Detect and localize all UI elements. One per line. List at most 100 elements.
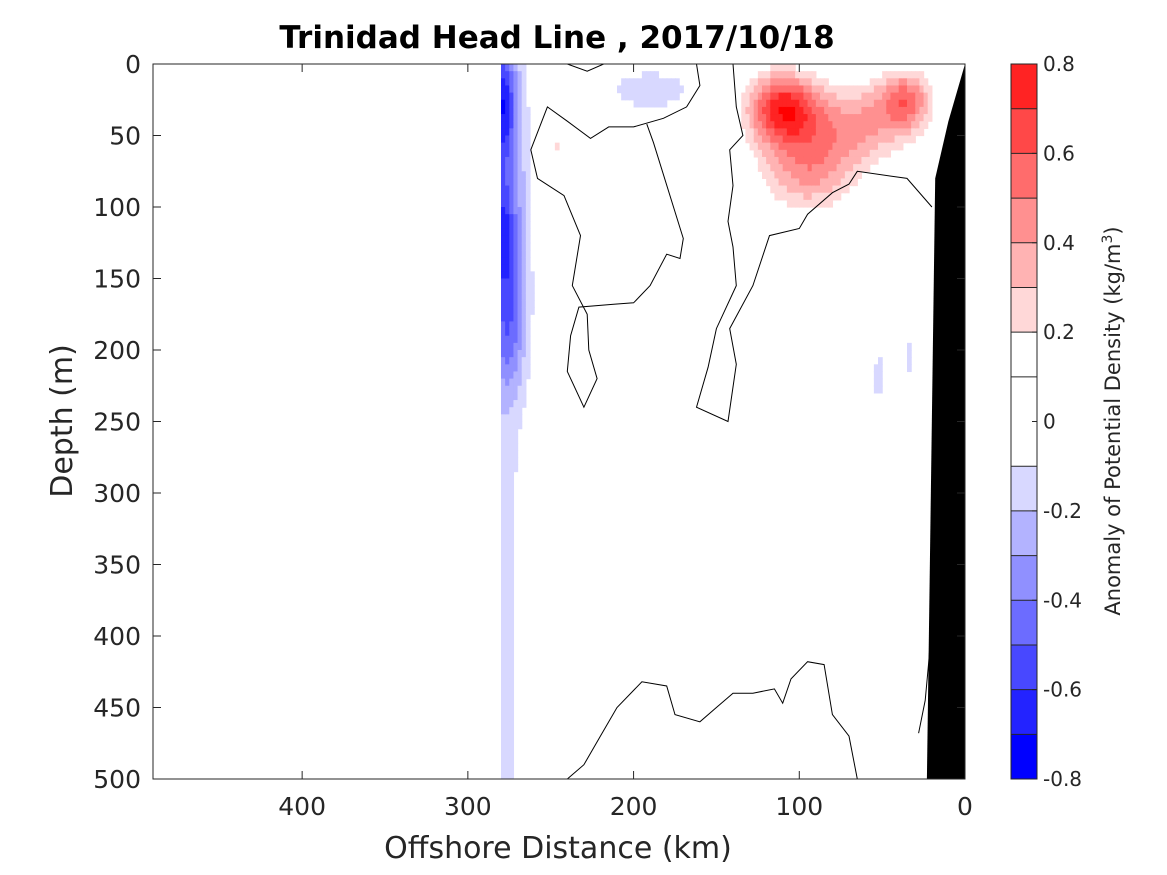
anomaly-cell (828, 114, 834, 122)
anomaly-cell (501, 114, 506, 122)
anomaly-cell (799, 142, 805, 151)
anomaly-cell (811, 185, 817, 194)
anomaly-cell (517, 421, 523, 430)
anomaly-cell (513, 242, 519, 251)
anomaly-cell (774, 71, 780, 79)
anomaly-cell (815, 171, 821, 179)
anomaly-cell (795, 192, 800, 201)
anomaly-cell (886, 78, 892, 87)
anomaly-cell (501, 550, 506, 558)
anomaly-cell (824, 156, 829, 165)
anomaly-cell (815, 164, 821, 172)
anomaly-cell (824, 78, 829, 87)
anomaly-cell (795, 85, 800, 94)
anomaly-cell (786, 121, 792, 129)
anomaly-cell (509, 757, 515, 766)
anomaly-cell (902, 114, 908, 122)
anomaly-cell (861, 121, 867, 129)
anomaly-cell (501, 607, 506, 616)
anomaly-cell (501, 78, 506, 87)
anomaly-cell (911, 99, 916, 108)
anomaly-cell (505, 71, 510, 79)
anomaly-cell (795, 185, 800, 194)
anomaly-cell (513, 442, 519, 451)
anomaly-cell (840, 121, 846, 129)
anomaly-cell (501, 507, 506, 516)
anomaly-cell (828, 199, 834, 208)
anomaly-cell (807, 99, 813, 108)
anomaly-cell (501, 464, 506, 473)
anomaly-cell (505, 314, 510, 322)
anomaly-cell (861, 156, 867, 165)
anomaly-cell (505, 500, 510, 508)
anomaly-cell (521, 342, 527, 351)
anomaly-cell (832, 114, 838, 122)
anomaly-cell (749, 85, 755, 94)
anomaly-cell (505, 114, 510, 122)
anomaly-cell (757, 78, 763, 87)
anomaly-cell (811, 85, 817, 94)
colorbar-segment (1011, 600, 1037, 645)
anomaly-cell (878, 142, 883, 151)
anomaly-cell (824, 135, 829, 144)
anomaly-cell (509, 600, 515, 608)
anomaly-cell (741, 106, 747, 115)
anomaly-cell (898, 71, 904, 79)
anomaly-cell (629, 92, 635, 101)
anomaly-cell (517, 214, 523, 222)
anomaly-cell (521, 371, 527, 380)
anomaly-cell (513, 156, 519, 165)
anomaly-cell (525, 121, 531, 129)
anomaly-cell (849, 128, 854, 137)
anomaly-cell (517, 71, 523, 79)
anomaly-cell (865, 92, 871, 101)
anomaly-cell (811, 178, 817, 187)
anomaly-cell (861, 114, 867, 122)
anomaly-cell (509, 700, 515, 709)
anomaly-cell (517, 149, 523, 158)
anomaly-cell (525, 342, 531, 351)
anomaly-cell (509, 743, 515, 751)
colorbar-label-superscript: 3 (1100, 235, 1116, 244)
anomaly-cell (513, 207, 519, 215)
anomaly-cell (902, 71, 908, 79)
anomaly-cell (807, 92, 813, 101)
anomaly-cell (517, 285, 523, 294)
anomaly-cell (501, 757, 506, 766)
anomaly-cell (840, 99, 846, 108)
anomaly-cell (525, 264, 531, 272)
anomaly-cell (828, 121, 834, 129)
anomaly-cell (509, 271, 515, 280)
anomaly-cell (915, 92, 921, 101)
anomaly-cell (509, 607, 515, 616)
anomaly-cell (878, 106, 883, 115)
anomaly-cell (886, 106, 892, 115)
anomaly-cell (505, 428, 510, 437)
anomaly-cell (832, 185, 838, 194)
anomaly-cell (501, 485, 506, 494)
anomaly-cell (873, 114, 879, 122)
anomaly-cell (517, 142, 523, 151)
anomaly-cell (836, 99, 842, 108)
anomaly-cell (509, 414, 515, 423)
anomaly-cell (811, 114, 817, 122)
anomaly-cell (820, 99, 825, 108)
anomaly-cell (513, 249, 519, 258)
anomaly-cell (666, 78, 672, 87)
anomaly-cell (786, 64, 792, 72)
anomaly-cell (894, 128, 900, 137)
anomaly-cell (840, 171, 846, 179)
anomaly-cell (853, 121, 858, 129)
anomaly-cell (621, 78, 626, 87)
anomaly-cell (907, 71, 912, 79)
anomaly-cell (836, 178, 842, 187)
anomaly-cell (799, 128, 805, 137)
anomaly-cell (766, 178, 771, 187)
anomaly-cell (637, 85, 643, 94)
anomaly-cell (911, 92, 916, 101)
anomaly-cell (509, 314, 515, 322)
anomaly-cell (505, 414, 510, 423)
anomaly-cell (501, 285, 506, 294)
anomaly-cell (911, 121, 916, 129)
anomaly-cell (799, 92, 805, 101)
